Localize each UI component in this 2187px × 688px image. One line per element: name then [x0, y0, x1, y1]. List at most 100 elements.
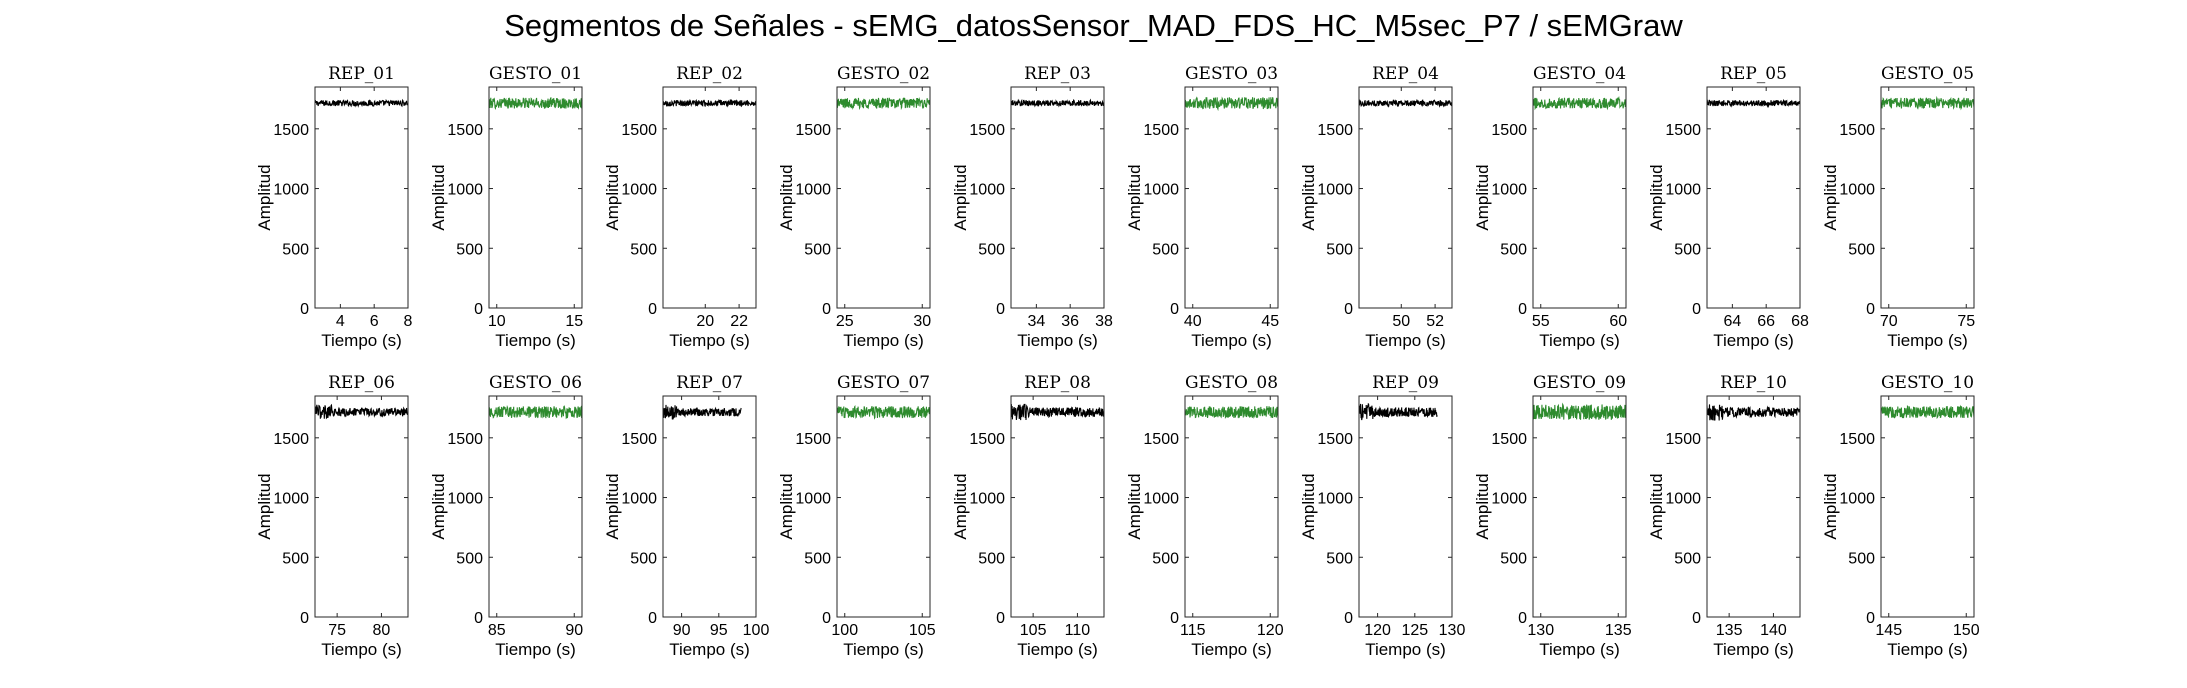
- subplot-title: REP_06: [328, 373, 395, 393]
- plot-frame: [1184, 86, 1279, 309]
- y-tick-label: 0: [996, 610, 1005, 627]
- y-tick-label: 1500: [1317, 431, 1353, 448]
- y-tick-label: 500: [630, 241, 657, 258]
- x-tick-label: 50: [1392, 313, 1410, 330]
- y-tick-label: 0: [822, 610, 831, 627]
- signal-line: [836, 404, 931, 420]
- y-tick-label: 1000: [1143, 491, 1179, 508]
- y-tick-label: 0: [648, 301, 657, 318]
- y-tick-label: 500: [1152, 550, 1179, 567]
- plot-frame: [1706, 86, 1801, 309]
- subplot-rep-10: 0 500 1000 1500 135 140 REP_10 Tiempo (s) Amplit…: [1647, 373, 1801, 659]
- y-tick-label: 1000: [621, 182, 657, 199]
- x-tick-label: 120: [1364, 622, 1391, 639]
- x-axis-label: Tiempo (s): [669, 331, 750, 350]
- y-tick-label: 1500: [1665, 431, 1701, 448]
- subplot-gesto-03: 0 500 1000 1500 40 45 GESTO_03 Tiempo (s) Amplit…: [1125, 64, 1279, 350]
- subplot-rep-09: 0 500 1000 1500 120 125 130 REP_09 Tiempo (s) Amp…: [1299, 373, 1465, 659]
- x-axis-label: Tiempo (s): [669, 640, 750, 659]
- x-axis-label: Tiempo (s): [1539, 640, 1620, 659]
- y-tick-label: 1500: [621, 122, 657, 139]
- y-tick-label: 0: [300, 610, 309, 627]
- x-axis-label: Tiempo (s): [1713, 640, 1794, 659]
- y-tick-label: 1500: [1665, 122, 1701, 139]
- x-axis-label: Tiempo (s): [843, 331, 924, 350]
- x-tick-label: 8: [404, 313, 413, 330]
- x-tick-label: 150: [1953, 622, 1980, 639]
- x-tick-label: 95: [710, 622, 728, 639]
- y-tick-label: 1500: [621, 431, 657, 448]
- y-tick-label: 1500: [795, 122, 831, 139]
- y-tick-label: 1000: [1839, 182, 1875, 199]
- subplot-title: REP_04: [1372, 64, 1439, 84]
- subplot-gesto-01: 0 500 1000 1500 10 15 GESTO_01 Tiempo (s) Amplit…: [429, 64, 583, 350]
- x-axis-label: Tiempo (s): [1017, 640, 1098, 659]
- y-tick-label: 1000: [1665, 491, 1701, 508]
- signal-line: [314, 403, 409, 420]
- y-tick-label: 0: [822, 301, 831, 318]
- plot-frame: [1010, 86, 1105, 309]
- x-tick-label: 75: [328, 622, 346, 639]
- y-tick-label: 1000: [447, 182, 483, 199]
- y-axis-label: Amplitud: [1125, 164, 1144, 230]
- y-tick-label: 1000: [1317, 491, 1353, 508]
- x-axis-label: Tiempo (s): [495, 331, 576, 350]
- y-tick-label: 500: [978, 550, 1005, 567]
- x-tick-label: 70: [1880, 313, 1898, 330]
- x-axis-label: Tiempo (s): [1017, 331, 1098, 350]
- y-tick-label: 1000: [273, 182, 309, 199]
- subplot-rep-06: 0 500 1000 1500 75 80 REP_06 Tiempo (s) Amplitud: [255, 373, 409, 659]
- x-axis-label: Tiempo (s): [843, 640, 924, 659]
- y-tick-label: 1000: [1143, 182, 1179, 199]
- subplot-title: REP_05: [1720, 64, 1787, 84]
- subplot-title: GESTO_07: [837, 373, 930, 393]
- y-axis-label: Amplitud: [1647, 164, 1666, 230]
- y-tick-label: 500: [804, 550, 831, 567]
- plot-frame: [1532, 395, 1627, 618]
- y-tick-label: 500: [1848, 241, 1875, 258]
- plot-frame: [488, 86, 583, 309]
- plot-frame: [488, 395, 583, 618]
- x-axis-label: Tiempo (s): [321, 331, 402, 350]
- x-axis-label: Tiempo (s): [1365, 640, 1446, 659]
- plot-frame: [314, 86, 409, 309]
- x-axis-label: Tiempo (s): [495, 640, 576, 659]
- x-axis-label: Tiempo (s): [1887, 640, 1968, 659]
- plot-frame: [662, 86, 757, 309]
- signal-line: [314, 98, 409, 108]
- plot-frame: [1358, 86, 1453, 309]
- y-axis-label: Amplitud: [1473, 473, 1492, 539]
- y-tick-label: 0: [1518, 301, 1527, 318]
- x-tick-label: 115: [1180, 622, 1206, 639]
- subplot-rep-03: 0 500 1000 1500 34 36 38 REP_03 Tiempo (s) Amplit…: [951, 64, 1113, 350]
- signal-line: [1880, 404, 1975, 420]
- y-tick-label: 0: [1692, 301, 1701, 318]
- x-tick-label: 80: [373, 622, 391, 639]
- y-tick-label: 500: [1500, 550, 1527, 567]
- x-axis-label: Tiempo (s): [1539, 331, 1620, 350]
- y-tick-label: 1500: [447, 431, 483, 448]
- x-tick-label: 40: [1184, 313, 1202, 330]
- y-axis-label: Amplitud: [429, 473, 448, 539]
- subplot-title: GESTO_02: [837, 64, 930, 84]
- plot-frame: [1010, 395, 1105, 618]
- x-axis-label: Tiempo (s): [1191, 640, 1272, 659]
- signal-line: [488, 404, 583, 420]
- subplot-gesto-08: 0 500 1000 1500 115 120 GESTO_08 Tiempo (s) Ampl…: [1125, 373, 1284, 659]
- subplot-gesto-06: 0 500 1000 1500 85 90 GESTO_06 Tiempo (s) Amplit…: [429, 373, 583, 659]
- y-tick-label: 0: [1344, 610, 1353, 627]
- main-title: Segmentos de Señales - sEMG_datosSensor_…: [504, 8, 1683, 43]
- y-tick-label: 500: [1674, 550, 1701, 567]
- y-axis-label: Amplitud: [1647, 473, 1666, 539]
- x-tick-label: 100: [831, 622, 858, 639]
- x-tick-label: 30: [913, 313, 931, 330]
- plot-frame: [662, 395, 757, 618]
- y-tick-label: 1500: [273, 122, 309, 139]
- x-tick-label: 90: [673, 622, 691, 639]
- y-tick-label: 500: [1500, 241, 1527, 258]
- y-tick-label: 0: [1344, 301, 1353, 318]
- x-tick-label: 55: [1532, 313, 1550, 330]
- y-tick-label: 1500: [1317, 122, 1353, 139]
- subplot-rep-01: 0 500 1000 1500 4 6 8 REP_01 Tiempo (s) Amplitud: [255, 64, 413, 350]
